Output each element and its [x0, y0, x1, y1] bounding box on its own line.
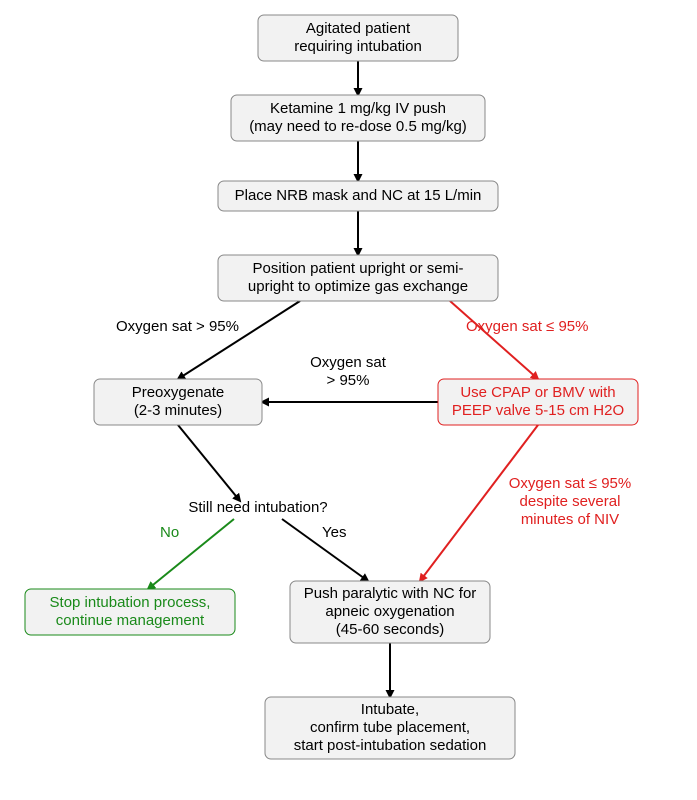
flow-node-n4: Position patient upright or semi-upright…	[218, 255, 498, 301]
flow-edge-label: Oxygen sat> 95%	[310, 354, 387, 389]
flowchart-canvas: Agitated patientrequiring intubation Keta…	[0, 0, 697, 800]
flow-node-label: Preoxygenate(2-3 minutes)	[132, 384, 225, 419]
flow-node-n2: Ketamine 1 mg/kg IV push(may need to re-…	[231, 95, 485, 141]
flow-edge-label: Oxygen sat ≤ 95%despite severalminutes o…	[509, 475, 631, 528]
flow-edge-e4	[178, 301, 300, 379]
flow-node-label: Position patient upright or semi-upright…	[248, 260, 468, 295]
flow-edge-label: No	[160, 524, 179, 541]
flow-node-n3: Place NRB mask and NC at 15 L/min	[218, 181, 498, 211]
flow-node-label: Use CPAP or BMV withPEEP valve 5-15 cm H…	[452, 384, 624, 419]
flow-edge-label: Yes	[322, 524, 346, 541]
flow-edge-e5	[450, 301, 538, 379]
flow-edge-label: Still need intubation?	[188, 499, 327, 516]
flow-node-label: Agitated patientrequiring intubation	[294, 20, 422, 55]
flow-node-n7: Stop intubation process,continue managem…	[25, 589, 235, 635]
flow-node-label: Place NRB mask and NC at 15 L/min	[235, 187, 482, 204]
flow-edge-label: Oxygen sat ≤ 95%	[466, 318, 588, 335]
flow-node-n5: Preoxygenate(2-3 minutes)	[94, 379, 262, 425]
flow-node-n6: Use CPAP or BMV withPEEP valve 5-15 cm H…	[438, 379, 638, 425]
flow-edge-label: Oxygen sat > 95%	[116, 318, 239, 335]
flow-node-n1: Agitated patientrequiring intubation	[258, 15, 458, 61]
flow-node-label: Stop intubation process,continue managem…	[50, 594, 211, 629]
flow-node-n9: Intubate,confirm tube placement,start po…	[265, 697, 515, 759]
flow-edge-e7	[178, 425, 240, 501]
flow-node-n8: Push paralytic with NC forapneic oxygena…	[290, 581, 490, 643]
flow-node-label: Ketamine 1 mg/kg IV push(may need to re-…	[249, 100, 467, 135]
